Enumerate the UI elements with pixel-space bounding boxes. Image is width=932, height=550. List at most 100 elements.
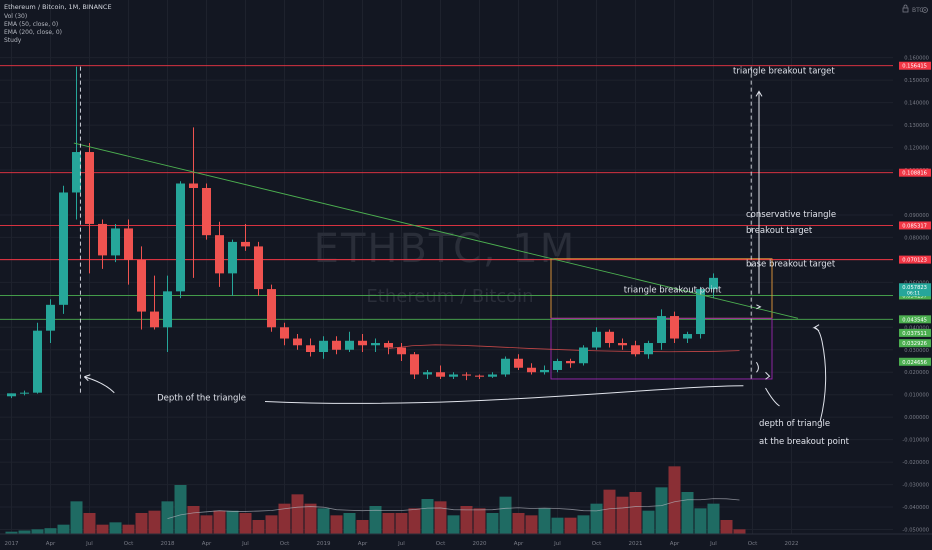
candle-body [228, 241, 237, 274]
volume-ma-line [167, 498, 740, 520]
price-line-tag: 0.070123 [902, 258, 927, 264]
price-tick-label: -0.040000 [902, 505, 929, 511]
indicator-ema50[interactable]: EMA (50, close, 0) [4, 21, 58, 28]
volume-bar [681, 492, 694, 534]
candle-body [553, 360, 562, 370]
time-tick-label: 2021 [629, 541, 643, 547]
conservative-arrow [812, 324, 827, 422]
volume-bar [213, 510, 226, 534]
volume-bar [525, 515, 538, 534]
volume-bar [473, 508, 486, 534]
volume-bar [174, 485, 187, 534]
annotation-arrows [79, 66, 827, 422]
volume-bar [96, 524, 109, 534]
annotation-text: base breakout target [746, 260, 836, 270]
annotation-text: Depth of the triangle [157, 393, 246, 403]
time-tick-label: Jul [397, 541, 405, 547]
watermark-name: Ethereum / Bitcoin [366, 286, 533, 307]
price-axis[interactable]: 0.160000 0.150000 0.140000 0.130000 0.120000… [893, 0, 932, 534]
volume-bar [44, 528, 57, 534]
indicator-vol[interactable]: Vol (30) [4, 13, 27, 20]
trendline [73, 142, 799, 319]
candle-body [202, 187, 211, 236]
lock-icon[interactable] [902, 4, 909, 13]
price-tick-label: 0.150000 [904, 78, 929, 84]
time-tick-label: Oct [280, 541, 290, 547]
time-tick-label: Jul [241, 541, 249, 547]
price-line-tag: 0.156415 [902, 64, 927, 70]
candle-body [657, 316, 666, 344]
indicator-study[interactable]: Study [4, 37, 22, 44]
price-line-tag-bg [899, 168, 931, 177]
triangle-trendline [73, 142, 799, 319]
candle-body [436, 372, 445, 377]
volume-bar [603, 489, 616, 534]
price-line-tag: 0.085317 [902, 223, 927, 229]
volume-bar [330, 515, 343, 534]
volume-bar [109, 522, 122, 534]
volume-bar [564, 517, 577, 534]
annotation-text: conservative triangle [746, 210, 836, 220]
gear-icon[interactable] [922, 7, 928, 13]
annotation-text: triangle breakout target [733, 66, 835, 76]
ema-curve [388, 344, 740, 353]
price-tick-label: 0.130000 [904, 123, 929, 129]
candle-body [488, 374, 497, 377]
candle-body [475, 375, 484, 377]
time-tick-label: Jul [85, 541, 93, 547]
price-tag-bg [899, 283, 931, 297]
volume-bar [707, 503, 720, 534]
time-tick-label: Apr [514, 541, 524, 547]
currency-label: BTC [912, 7, 924, 14]
volume-bar [460, 506, 473, 534]
volume-bar [83, 513, 96, 534]
candle-body [644, 343, 653, 355]
candle-body [215, 235, 224, 274]
price-tick-label: 0.120000 [904, 146, 929, 152]
price-tick-label: 0.160000 [904, 56, 929, 62]
candle-body [384, 343, 393, 348]
volume-bar [148, 510, 161, 534]
chart-header: Ethereum / Bitcoin, 1M, BINANCE Vol (30)… [4, 3, 112, 44]
indicator-ema200[interactable]: EMA (200, close, 0) [4, 29, 62, 36]
candle-body [98, 223, 107, 256]
candle-body [449, 374, 458, 377]
candle-body [33, 330, 42, 393]
volume-bar [57, 524, 70, 534]
price-tag: 0.057823 [902, 285, 927, 291]
candle-body [501, 358, 510, 375]
volume-bar [18, 530, 31, 534]
volume-bar [252, 520, 265, 534]
price-tag-bg [899, 357, 931, 366]
time-tick-label: Apr [46, 541, 56, 547]
candle-body [150, 311, 159, 328]
candle-body [514, 358, 523, 368]
candles [7, 66, 718, 399]
candle-body [280, 327, 289, 339]
price-line-tag: 0.043545 [902, 317, 927, 323]
volume-bar [369, 506, 382, 534]
candle-body [540, 369, 549, 373]
candle-body [423, 372, 432, 375]
time-axis[interactable]: 2017 Apr Jul Oct 2018 Apr Jul Oct 2019 Apr Jul Oct 2… [0, 533, 932, 550]
price-line-tag-bg [899, 255, 931, 264]
candle-body [358, 340, 367, 346]
price-lines [0, 65, 893, 320]
price-line-tag: 0.054157 [902, 293, 927, 299]
candle-body [20, 392, 29, 394]
target-arrow [755, 90, 763, 294]
watermark: ETHBTC, 1M Ethereum / Bitcoin [314, 226, 575, 307]
volume-bar [304, 503, 317, 534]
candle-body [59, 192, 68, 305]
price-line-tag-bg [899, 221, 931, 230]
price-tag-countdown: 06:11 [907, 291, 920, 297]
symbol-title: Ethereum / Bitcoin, 1M, BINANCE [4, 3, 112, 11]
candle-body [111, 228, 120, 256]
volume-bar [395, 513, 408, 534]
volume-bar [70, 501, 83, 534]
volume-bar [733, 529, 746, 534]
candle-body [85, 152, 94, 224]
depth-arrow-left [83, 374, 115, 394]
time-tick-label: 2018 [161, 541, 175, 547]
